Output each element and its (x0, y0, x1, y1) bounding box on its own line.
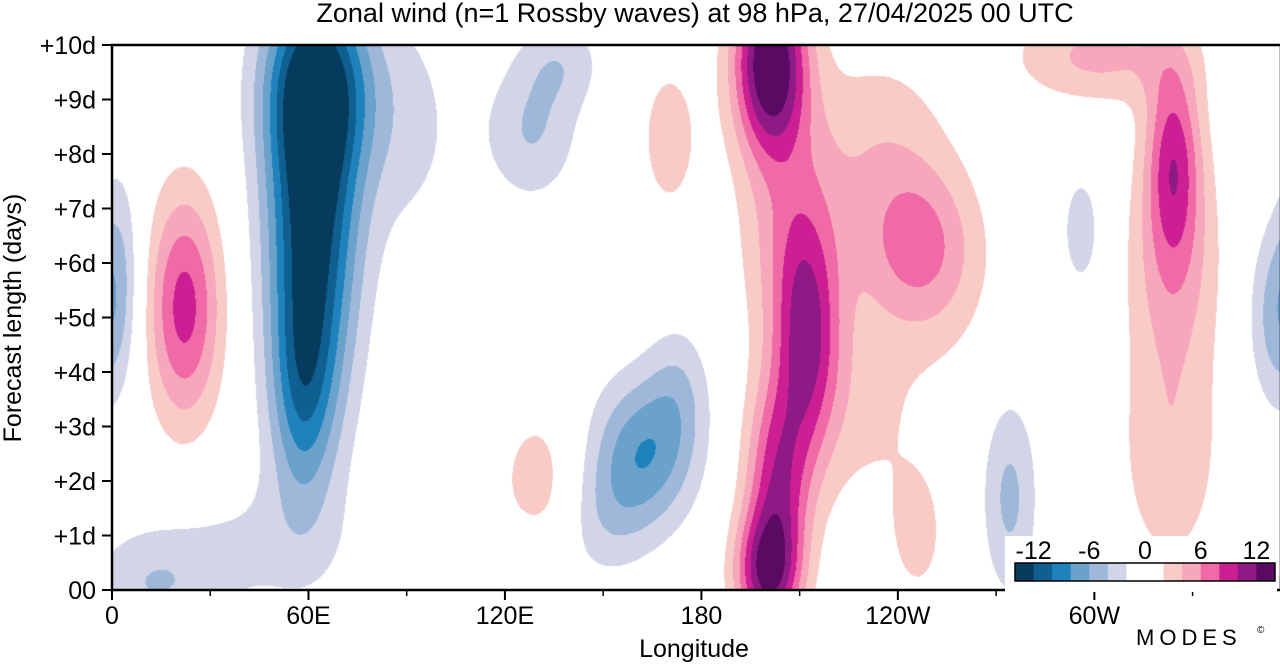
y-tick-label: +1d (54, 523, 96, 551)
colorbar-swatch (1237, 563, 1257, 581)
colorbar-swatch (1126, 563, 1146, 581)
chart-title: Zonal wind (n=1 Rossby waves) at 98 hPa,… (316, 0, 1073, 28)
colorbar-swatch (1107, 563, 1127, 581)
x-axis-label: Longitude (639, 635, 749, 663)
y-tick-label: +10d (40, 32, 96, 60)
x-axis: 0 60E 120E 180 120W 60W (105, 590, 1194, 630)
x-tick-label: 0 (105, 602, 119, 630)
y-axis-label: Forecast length (days) (0, 194, 27, 443)
y-tick-label: +4d (54, 359, 96, 387)
colorbar-swatch (1256, 563, 1276, 581)
x-tick-label: 60E (286, 602, 330, 630)
colorbar-label: -12 (1016, 537, 1052, 565)
colorbar-swatch (1219, 563, 1239, 581)
modes-logo: MODES © (1136, 625, 1265, 650)
colorbar-label: 0 (1138, 537, 1152, 565)
colorbar-outline (1014, 562, 1276, 582)
y-axis: 00 +1d +2d +3d +4d +5d +6d +7d +8d +9d +10d (40, 32, 112, 605)
colorbar-swatches (1014, 562, 1276, 582)
colorbar-swatch (1070, 563, 1090, 581)
modes-logo-text: MODES (1136, 625, 1242, 650)
modes-logo-mark: © (1257, 625, 1265, 636)
colorbar-swatch (1200, 563, 1220, 581)
colorbar-swatch (1089, 563, 1109, 581)
colorbar-label: 6 (1194, 537, 1208, 565)
y-tick-label: +6d (54, 250, 96, 278)
colorbar-swatch (1052, 563, 1072, 581)
y-tick-label: +5d (54, 305, 96, 333)
x-tick-label: 180 (681, 602, 723, 630)
plot-area (110, 43, 1280, 592)
y-tick-label: +9d (54, 87, 96, 115)
y-tick-label: +3d (54, 414, 96, 442)
colorbar-label: 12 (1243, 537, 1271, 565)
colorbar-legend: -12 -6 0 6 12 (1005, 536, 1277, 592)
colorbar-swatch (1163, 563, 1183, 581)
y-tick-label: +8d (54, 141, 96, 169)
x-tick-label: 60W (1069, 602, 1121, 630)
colorbar-labels: -12 -6 0 6 12 (1016, 537, 1271, 565)
x-tick-label: 120E (476, 602, 534, 630)
colorbar-swatch (1033, 563, 1053, 581)
y-tick-label: 00 (68, 577, 96, 605)
y-tick-label: +7d (54, 196, 96, 224)
contour-field (112, 45, 1280, 590)
colorbar-swatch (1015, 563, 1035, 581)
x-tick-label: 120W (865, 602, 931, 630)
colorbar-swatch (1145, 563, 1165, 581)
y-tick-label: +2d (54, 468, 96, 496)
colorbar-swatch (1182, 563, 1202, 581)
colorbar-label: -6 (1078, 537, 1100, 565)
